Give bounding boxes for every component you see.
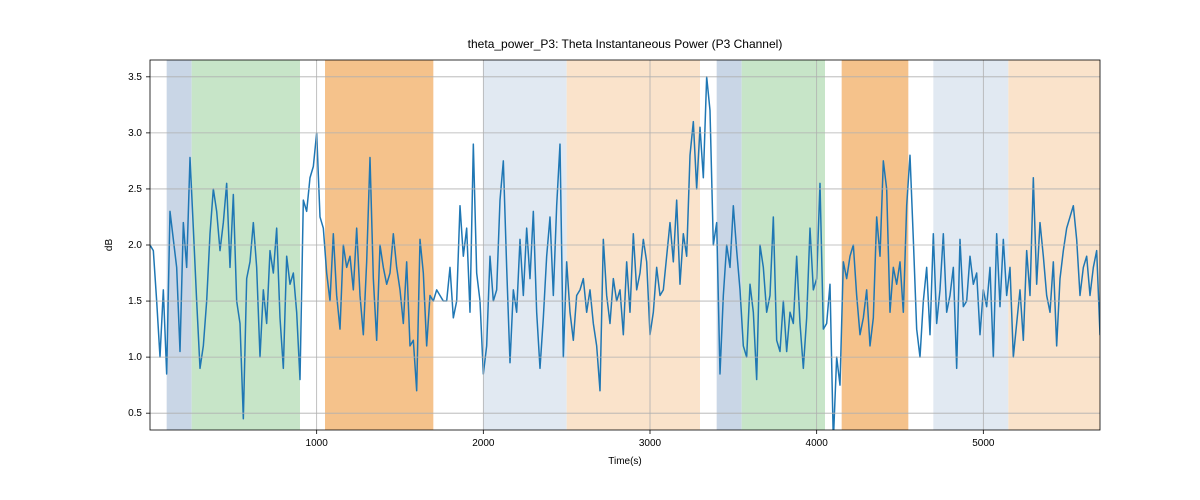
ytick-label: 2.0 [128,240,142,251]
xtick-label: 5000 [972,438,995,449]
x-axis-label: Time(s) [608,456,642,467]
theta-power-chart: 1000 2000 3000 4000 5000 0.5 1.0 1.5 2.0 2.5 3.0 3.… [0,0,1200,500]
ytick-label: 3.5 [128,72,142,83]
chart-title: theta_power_P3: Theta Instantaneous Powe… [468,37,783,51]
xtick-label: 4000 [806,438,829,449]
ytick-label: 1.0 [128,352,142,363]
y-axis-label: dB [104,239,115,252]
ytick-label: 0.5 [128,408,142,419]
chart-container: 1000 2000 3000 4000 5000 0.5 1.0 1.5 2.0 2.5 3.0 3.… [0,0,1200,500]
plot-area [150,60,1103,441]
ytick-label: 2.5 [128,184,142,195]
xtick-label: 3000 [639,438,662,449]
ytick-label: 1.5 [128,296,142,307]
xtick-label: 2000 [472,438,495,449]
xtick-label: 1000 [306,438,329,449]
ytick-label: 3.0 [128,128,142,139]
